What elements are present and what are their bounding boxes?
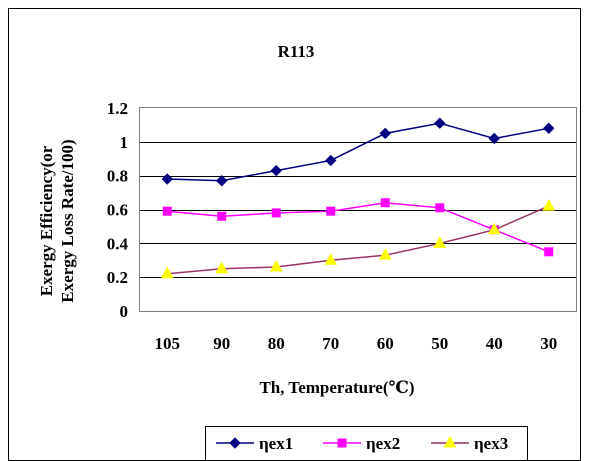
legend-entry-1: ηex1 [216, 434, 293, 453]
data-point [326, 206, 336, 216]
data-point [271, 208, 281, 218]
legend-marker [337, 438, 347, 448]
legend-marker [443, 435, 457, 448]
y-tick-label: 1.2 [107, 99, 128, 118]
x-tick-label: 80 [268, 334, 285, 353]
y-tick-label: 0.4 [107, 234, 129, 253]
data-point [325, 154, 337, 167]
series-layer [160, 117, 556, 279]
y-tick-label: 0.8 [107, 167, 128, 186]
data-point [488, 132, 500, 145]
x-tick-label: 90 [213, 334, 230, 353]
legend-label: ηex2 [366, 434, 400, 453]
y-axis-label: Exergy Efficiency(or Exergy Loss Rate/10… [37, 139, 77, 302]
x-tick-label: 30 [540, 334, 557, 353]
data-point [380, 198, 390, 208]
y-tick-label: 0.2 [107, 268, 128, 287]
data-point [160, 266, 174, 279]
series-line [167, 201, 550, 253]
data-point [543, 122, 555, 135]
y-axis-label-line-2: Exergy Loss Rate/100) [58, 139, 77, 302]
legend-items: ηex1 ηex2 ηex3 [216, 434, 508, 453]
data-point [270, 164, 282, 177]
legend-entry-3: ηex3 [431, 434, 508, 453]
gridlines [140, 142, 576, 278]
data-point [269, 259, 283, 272]
chart-title: R113 [278, 42, 315, 61]
data-point [324, 253, 338, 265]
data-point [544, 247, 554, 257]
plot-area [139, 107, 577, 312]
legend-label: ηex1 [259, 434, 293, 453]
x-tick-label: 60 [377, 334, 394, 353]
data-point [433, 236, 447, 248]
legend-box [205, 426, 528, 461]
series-1 [161, 117, 555, 187]
y-tick-label: 1 [120, 133, 129, 152]
data-point [487, 222, 501, 235]
data-point [161, 173, 173, 185]
data-point [435, 203, 445, 213]
x-tick-label: 70 [322, 334, 339, 353]
legend-label: ηex3 [474, 434, 508, 453]
data-point [434, 117, 446, 129]
data-point [217, 211, 227, 221]
x-tick-label: 40 [486, 334, 503, 353]
x-tick-label: 105 [155, 334, 181, 353]
x-axis-label: Th, Temperature(℃) [259, 378, 414, 397]
y-axis-label-line-1: Exergy Efficiency(or [37, 145, 56, 296]
x-tick-label: 50 [431, 334, 448, 353]
series-3 [160, 199, 556, 279]
x-tick-labels: 105 90 80 70 60 50 40 30 [155, 334, 558, 353]
data-point [378, 248, 392, 260]
legend-marker [229, 437, 241, 449]
y-tick-labels: 0 0.2 0.4 0.6 0.8 1 1.2 [107, 99, 129, 321]
series-line [167, 122, 549, 182]
y-tick-label: 0.6 [107, 201, 128, 220]
legend-entry-2: ηex2 [323, 434, 400, 453]
data-point [379, 127, 391, 140]
data-point [542, 199, 556, 211]
legend: ηex1 ηex2 ηex3 [205, 426, 528, 461]
series-line [167, 205, 550, 275]
data-point [216, 175, 228, 187]
data-point [162, 206, 172, 216]
chart-border [8, 8, 581, 461]
y-tick-label: 0 [120, 302, 129, 321]
data-point [215, 261, 229, 274]
